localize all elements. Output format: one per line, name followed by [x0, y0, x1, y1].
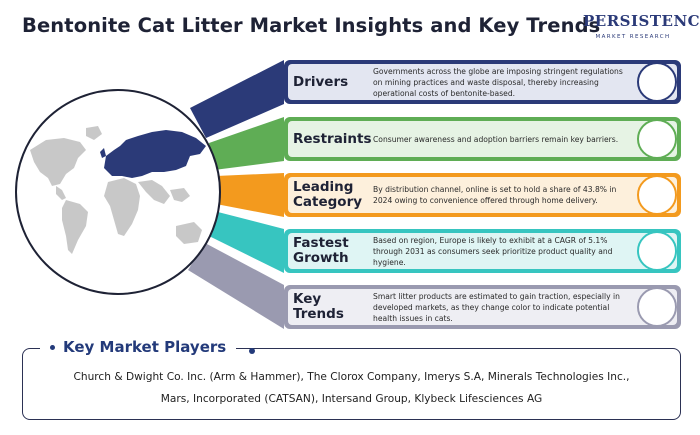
connector-drivers: [190, 60, 284, 138]
logo-sub-text: MARKET RESEARCH: [595, 34, 671, 40]
row-drivers-label: Drivers: [293, 73, 349, 90]
row-restraints-circle: [637, 119, 677, 159]
row-restraints-panel: [288, 121, 677, 157]
world-map-icon: [30, 126, 206, 254]
row-trends-circle: [637, 287, 677, 327]
connector-leading: [216, 173, 284, 217]
key-players-line-1: Church & Dwight Co. Inc. (Arm & Hammer),…: [73, 371, 630, 383]
page-title: Bentonite Cat Litter Market Insights and…: [22, 14, 601, 37]
row-leading-label: Leading Category: [293, 179, 363, 210]
row-fastest-growth: Fastest Growth Based on region, Europe i…: [284, 229, 681, 273]
row-leading-description: By distribution channel, online is set t…: [373, 185, 617, 205]
connector-restraints: [209, 117, 284, 170]
row-drivers-panel: [288, 64, 677, 100]
key-players-list: Church & Dwight Co. Inc. (Arm & Hammer),…: [30, 366, 673, 410]
row-restraints-description: Consumer awareness and adoption barriers…: [373, 134, 619, 144]
row-drivers-circle: [637, 62, 677, 102]
connector-trends: [188, 243, 284, 329]
row-trends-panel: [288, 289, 677, 325]
bullet-dot-right-icon: [249, 348, 255, 354]
row-leading-panel: [288, 177, 677, 213]
key-players-heading: Key Market Players: [40, 338, 237, 356]
row-drivers: Drivers Governments across the globe are…: [284, 60, 681, 104]
row-leading-circle: [637, 175, 677, 215]
key-players-box: [22, 348, 681, 420]
row-fastest-circle: [637, 231, 677, 271]
persistence-logo: PERSISTENCE MARKET RESEARCH: [583, 12, 700, 52]
row-trends-description: Smart litter products are estimated to g…: [373, 291, 620, 323]
row-trends-label: Key Trends: [293, 291, 344, 322]
row-leading-category: Leading Category By distribution channel…: [284, 173, 681, 217]
logo-main-text: PERSISTENCE: [583, 12, 700, 30]
key-players-line-2: Mars, Incorporated (CATSAN), Intersand G…: [160, 393, 543, 405]
row-key-trends: Key Trends Smart litter products are est…: [284, 285, 681, 329]
bullet-dot-icon: [50, 344, 55, 350]
row-fastest-description: Based on region, Europe is likely to exh…: [373, 235, 613, 267]
key-players-heading-text: Key Market Players: [63, 338, 227, 356]
row-restraints: Restraints Consumer awareness and adopti…: [284, 117, 681, 161]
row-restraints-label: Restraints: [293, 130, 372, 147]
row-drivers-description: Governments across the globe are imposin…: [373, 66, 623, 98]
row-fastest-label: Fastest Growth: [293, 235, 349, 266]
row-fastest-panel: [288, 233, 677, 269]
connector-fastest: [209, 211, 284, 273]
